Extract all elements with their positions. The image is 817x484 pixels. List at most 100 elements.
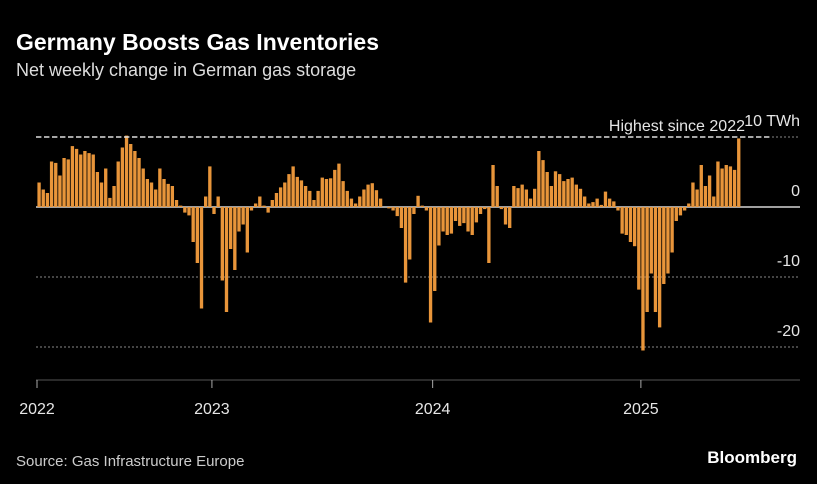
bar (424, 207, 429, 211)
bar (337, 163, 341, 207)
bar (712, 196, 716, 207)
bar (387, 207, 391, 209)
bar (499, 207, 504, 210)
bar (141, 168, 145, 207)
bar (587, 203, 591, 207)
y-tick-label: -20 (777, 323, 800, 340)
bar (316, 190, 320, 207)
bar (624, 207, 628, 235)
bar (283, 182, 287, 207)
bar (462, 207, 466, 224)
bar (687, 203, 691, 207)
bar (341, 181, 345, 207)
bar (183, 207, 187, 213)
bar (666, 207, 670, 274)
bar (187, 207, 191, 216)
bar (274, 193, 279, 207)
bar (483, 207, 487, 210)
bar (199, 207, 204, 309)
bar (378, 198, 383, 207)
bar (395, 207, 399, 217)
bar (520, 184, 524, 207)
bar (374, 190, 379, 207)
bar (508, 207, 512, 228)
bar (270, 200, 274, 207)
bar (312, 200, 316, 207)
brand: Bloomberg (707, 448, 797, 467)
bar (45, 193, 50, 207)
bar (449, 207, 454, 234)
bar (79, 154, 83, 207)
bar (208, 166, 212, 207)
bar (233, 207, 237, 270)
bar (491, 165, 495, 207)
bar (458, 207, 462, 226)
bar (345, 190, 349, 207)
bar (253, 203, 258, 207)
bar (653, 207, 658, 312)
bar (99, 182, 104, 207)
bar (224, 207, 229, 312)
bar (174, 200, 179, 207)
bar (137, 158, 141, 207)
bar (358, 196, 362, 207)
bar (720, 168, 724, 207)
bar (612, 201, 616, 207)
bar (391, 207, 395, 211)
x-tick-label: 2022 (19, 401, 55, 418)
bar (478, 207, 483, 214)
bar (678, 207, 683, 216)
bar (641, 207, 645, 351)
bar (474, 207, 479, 223)
bar (591, 202, 595, 207)
bar (603, 191, 608, 207)
bar (670, 207, 674, 253)
bar (657, 207, 662, 328)
bar (366, 184, 370, 207)
bar (333, 169, 337, 207)
bar (62, 158, 66, 207)
bar (537, 151, 541, 207)
bar (195, 207, 200, 263)
bar (707, 175, 712, 207)
y-tick-label: -10 (777, 253, 800, 270)
bar (453, 207, 458, 221)
bar (524, 189, 529, 207)
chart-subtitle: Net weekly change in German gas storage (16, 60, 356, 80)
bar (278, 187, 283, 207)
bar (649, 207, 653, 274)
bar (262, 205, 266, 207)
bar (66, 159, 70, 207)
bar (308, 190, 312, 207)
bar (370, 183, 374, 207)
bar (503, 207, 508, 225)
bar (637, 207, 641, 290)
bar (445, 207, 449, 235)
bar (441, 207, 445, 232)
bar (595, 198, 599, 207)
bar (699, 165, 703, 207)
bar (166, 183, 170, 207)
bar (212, 207, 216, 214)
bar (433, 207, 437, 291)
bar (258, 196, 262, 207)
bar (91, 154, 95, 207)
bar (299, 180, 304, 207)
x-tick-label: 2023 (194, 401, 230, 418)
bar (87, 153, 91, 207)
bar (516, 188, 520, 207)
bar (320, 177, 324, 207)
bar (112, 186, 116, 207)
bar (158, 168, 162, 207)
bar (728, 166, 733, 207)
bar (303, 186, 308, 207)
bar (179, 205, 183, 207)
bar (724, 165, 728, 207)
bar (58, 175, 62, 207)
bar (732, 169, 737, 207)
bar (428, 207, 433, 323)
bar (574, 184, 578, 207)
bar (528, 198, 533, 207)
bar (54, 162, 58, 207)
bar (291, 166, 295, 207)
